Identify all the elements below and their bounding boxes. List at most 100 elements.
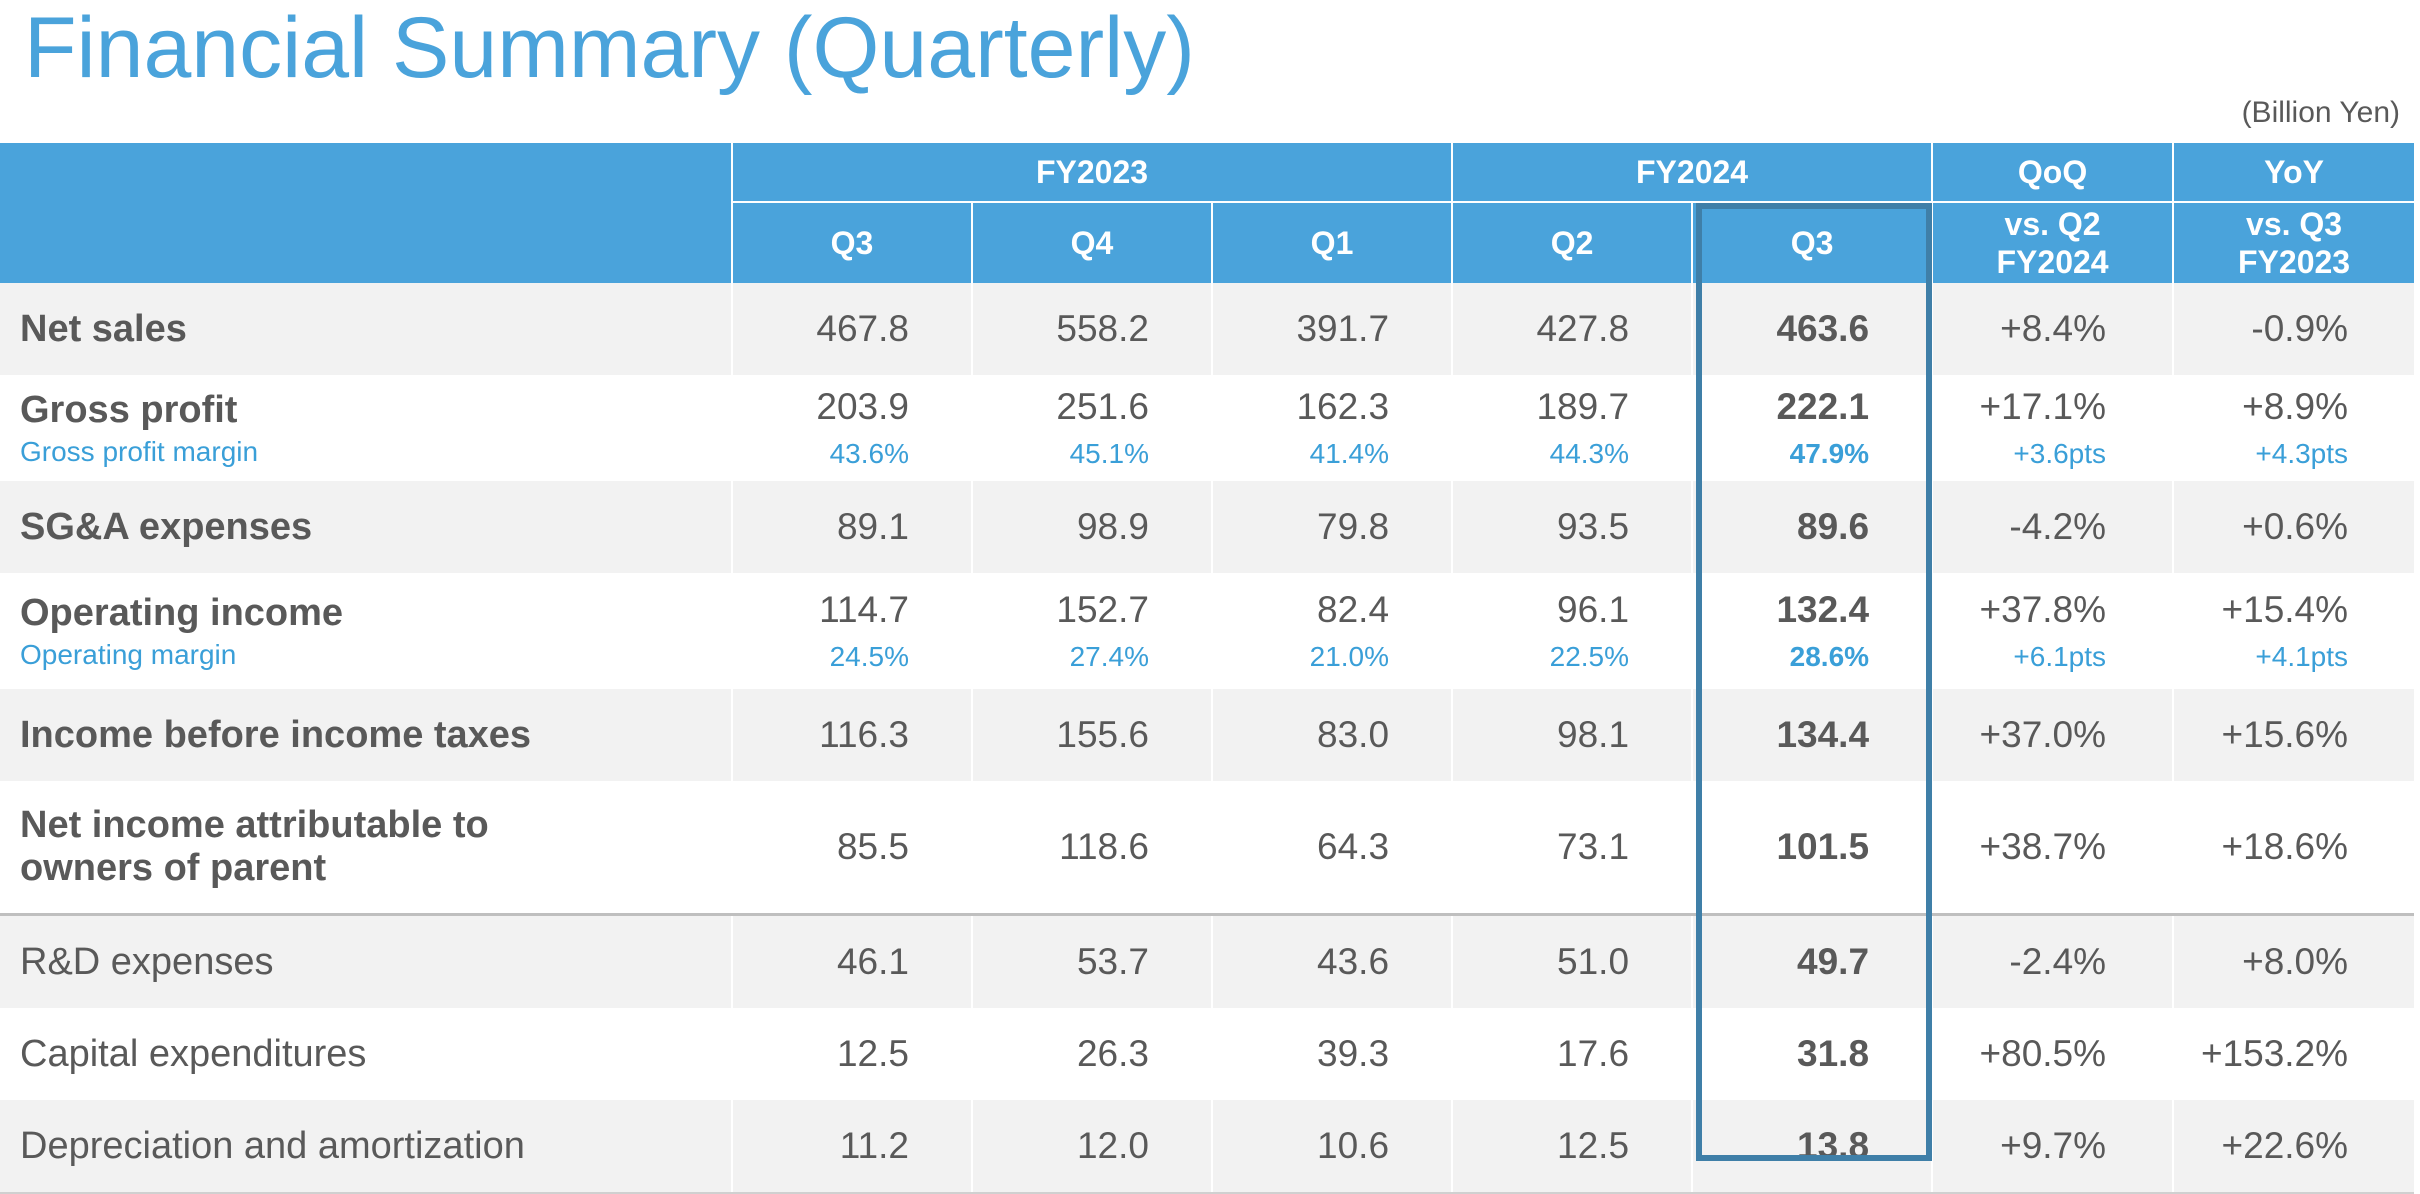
cell-value: 10.6 [1210, 1100, 1453, 1194]
header-blank [0, 143, 732, 283]
table-row-sga-expenses: SG&A expenses 89.1 98.9 79.8 93.5 89.6 -… [0, 481, 2415, 573]
cell-margin: 21.0% [1309, 641, 1390, 672]
row-label: R&D expenses [20, 940, 274, 983]
cell-value: 203.9 [816, 386, 909, 427]
unit-label: (Billion Yen) [2241, 96, 2400, 129]
header-fy2023: FY2023 [730, 143, 1453, 203]
cell-value: 82.4 [1317, 589, 1390, 630]
cell-qoq-pts: +6.1pts [2013, 641, 2107, 672]
cell-value: 46.1 [731, 913, 972, 1008]
table-row-rd-expenses: R&D expenses 46.1 53.7 43.6 51.0 49.7 -2… [0, 913, 2415, 1008]
header-fy2024: FY2024 [1451, 143, 1933, 203]
cell-value: 558.2 [971, 283, 1212, 375]
row-label-line2: owners of parent [20, 847, 327, 889]
cell-yoy: +153.2% [2172, 1008, 2415, 1100]
financial-summary-table: FY2023 FY2024 QoQ YoY Q3 Q4 Q1 Q2 Q3 vs.… [0, 143, 2415, 1194]
cell-value: 73.1 [1451, 781, 1693, 915]
cell-margin: 24.5% [829, 641, 909, 672]
row-label: Income before income taxes [20, 713, 532, 756]
cell-qoq: +8.4% [1931, 283, 2174, 375]
table-row-income-before-taxes: Income before income taxes 116.3 155.6 8… [0, 689, 2415, 781]
cell-value: 53.7 [971, 913, 1212, 1008]
header-qoq-sub-line2: FY2024 [1996, 244, 2109, 280]
cell-yoy: +8.9% [2242, 386, 2349, 427]
cell-value-highlight: 222.1 [1776, 386, 1870, 427]
row-label: Gross profit [20, 388, 238, 431]
cell-qoq: +9.7% [1931, 1100, 2174, 1194]
cell-margin: 41.4% [1309, 438, 1390, 469]
header-fy2024-q2: Q2 [1451, 202, 1693, 283]
row-label: Operating income [20, 591, 344, 634]
cell-qoq: +17.1% [1979, 386, 2107, 427]
cell-margin: 44.3% [1549, 438, 1630, 469]
cell-yoy: +18.6% [2172, 781, 2415, 915]
cell-yoy-pts: +4.1pts [2255, 641, 2349, 672]
cell-value: 427.8 [1451, 283, 1693, 375]
cell-qoq: +80.5% [1931, 1008, 2174, 1100]
cell-value: 51.0 [1451, 913, 1693, 1008]
row-sub-label: Operating margin [20, 638, 237, 670]
cell-margin-highlight: 28.6% [1789, 641, 1870, 672]
header-yoy-sub-line2: FY2023 [2238, 244, 2351, 280]
cell-value: 39.3 [1210, 1008, 1453, 1100]
table-row-net-income: Net income attributable to owners of par… [0, 781, 2415, 915]
cell-value: 98.1 [1451, 689, 1693, 781]
cell-value: 189.7 [1536, 386, 1630, 427]
row-label: Depreciation and amortization [20, 1124, 525, 1167]
cell-qoq-pts: +3.6pts [2013, 438, 2107, 469]
page-title: Financial Summary (Quarterly) [24, 0, 1195, 96]
row-label: Capital expenditures [20, 1032, 367, 1075]
cell-margin: 22.5% [1549, 641, 1630, 672]
cell-value: 89.1 [731, 481, 972, 573]
cell-qoq: -4.2% [1931, 481, 2174, 573]
header-fy2024-q3: Q3 [1691, 202, 1933, 283]
cell-value: 152.7 [1056, 589, 1149, 630]
cell-value: 12.0 [971, 1100, 1212, 1194]
cell-qoq: +37.8% [1979, 589, 2107, 630]
cell-value: 391.7 [1210, 283, 1453, 375]
cell-yoy: +22.6% [2172, 1100, 2415, 1194]
cell-qoq: +38.7% [1931, 781, 2174, 915]
cell-value: 155.6 [971, 689, 1212, 781]
table-row-net-sales: Net sales 467.8 558.2 391.7 427.8 463.6 … [0, 283, 2415, 375]
table-row-operating-income: Operating income Operating margin 114.7 2… [0, 573, 2415, 689]
cell-margin: 27.4% [1069, 641, 1149, 672]
cell-value-highlight: 134.4 [1691, 689, 1933, 781]
header-qoq-sub: vs. Q2 FY2024 [1931, 202, 2174, 283]
cell-value: 162.3 [1296, 386, 1390, 427]
cell-qoq: -2.4% [1931, 913, 2174, 1008]
row-label: Net sales [20, 307, 187, 350]
cell-yoy: +15.6% [2172, 689, 2415, 781]
header-fy2024-q1: Q1 [1210, 202, 1453, 283]
row-sub-label: Gross profit margin [20, 435, 259, 467]
cell-value: 43.6 [1210, 913, 1453, 1008]
cell-value: 118.6 [971, 781, 1212, 915]
cell-value: 79.8 [1210, 481, 1453, 573]
cell-yoy: +8.0% [2172, 913, 2415, 1008]
cell-value-highlight: 89.6 [1691, 481, 1933, 573]
cell-yoy: +15.4% [2221, 589, 2349, 630]
cell-value: 116.3 [731, 689, 972, 781]
cell-value: 12.5 [731, 1008, 972, 1100]
cell-yoy: +0.6% [2172, 481, 2415, 573]
table-row-depreciation: Depreciation and amortization 11.2 12.0 … [0, 1100, 2415, 1194]
cell-value-highlight: 463.6 [1691, 283, 1933, 375]
header-fy2023-q4: Q4 [971, 202, 1212, 283]
cell-qoq: +37.0% [1931, 689, 2174, 781]
header-yoy: YoY [2172, 143, 2415, 203]
header-fy2023-q3: Q3 [731, 202, 972, 283]
cell-value: 98.9 [971, 481, 1212, 573]
cell-value: 12.5 [1451, 1100, 1693, 1194]
cell-value: 26.3 [971, 1008, 1212, 1100]
table-row-capital-expenditures: Capital expenditures 12.5 26.3 39.3 17.6… [0, 1008, 2415, 1100]
cell-value-highlight: 49.7 [1691, 913, 1933, 1008]
cell-value: 83.0 [1210, 689, 1453, 781]
cell-value-highlight: 132.4 [1776, 589, 1870, 630]
cell-margin: 45.1% [1069, 438, 1149, 469]
cell-yoy: -0.9% [2172, 283, 2415, 375]
row-label-line1: Net income attributable to [20, 804, 489, 846]
cell-value-highlight: 101.5 [1691, 781, 1933, 915]
header-yoy-sub-line1: vs. Q3 [2246, 206, 2343, 242]
cell-value: 11.2 [731, 1100, 972, 1194]
header-yoy-sub: vs. Q3 FY2023 [2172, 202, 2415, 283]
